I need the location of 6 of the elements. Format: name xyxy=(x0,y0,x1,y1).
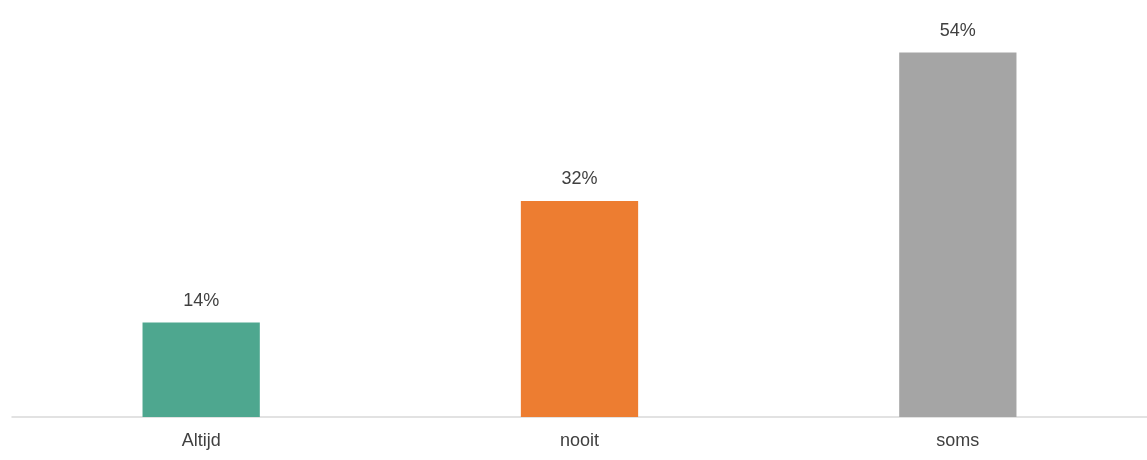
x-tick-label: Altijd xyxy=(181,430,221,450)
x-tick-label: nooit xyxy=(559,430,600,450)
data-label: 54% xyxy=(939,19,976,40)
data-label: 32% xyxy=(561,168,598,188)
data-label: 14% xyxy=(183,289,220,310)
x-tick-label: soms xyxy=(936,430,980,450)
